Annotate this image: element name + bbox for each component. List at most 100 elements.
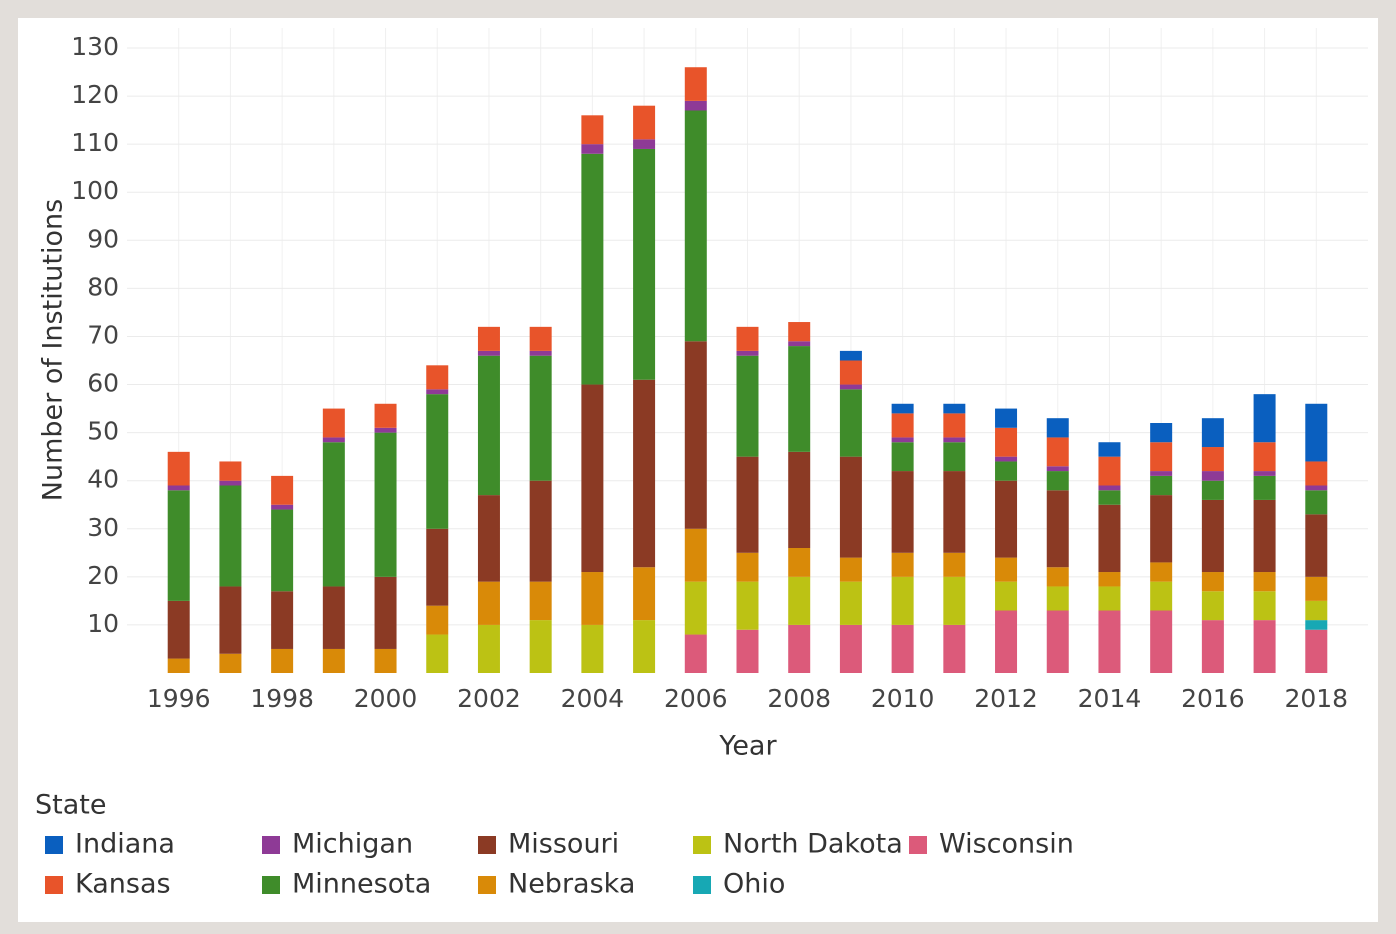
bar-segment (1253, 475, 1276, 500)
bar-segment (167, 600, 190, 659)
bar-segment (943, 552, 966, 577)
bar-segment (1046, 466, 1069, 472)
bar-segment (891, 471, 914, 553)
bar-segment (736, 629, 759, 673)
bar-segment (1253, 471, 1276, 476)
y-tick-label: 70 (87, 320, 119, 349)
bar-segment (322, 586, 345, 649)
bar-segment (1201, 447, 1224, 472)
bar-segment (1046, 586, 1069, 611)
bar-segment (529, 581, 552, 621)
bar-segment (1046, 471, 1069, 491)
bar-segment (633, 105, 656, 140)
bar-segment (426, 389, 449, 395)
bar-segment (1098, 572, 1121, 587)
bar-segment (684, 67, 707, 101)
bar-segment (374, 576, 397, 649)
bar-segment (374, 432, 397, 577)
bar-segment (477, 326, 500, 351)
bar-segment (477, 624, 500, 673)
bar-segment (477, 355, 500, 496)
bar-segment (839, 384, 862, 390)
legend-label: Minnesota (292, 869, 431, 900)
bar-segment (995, 557, 1018, 582)
bar-segment (167, 451, 190, 486)
x-tick-label: 1996 (147, 684, 211, 713)
legend-swatch (693, 876, 711, 894)
legend-swatch (262, 836, 280, 854)
bar-segment (839, 350, 862, 361)
bar-segment (219, 461, 242, 481)
bar-segment (271, 475, 294, 505)
bar-segment (1305, 620, 1328, 630)
bar-segment (426, 365, 449, 390)
bar-segment (943, 624, 966, 673)
bar-segment (788, 451, 811, 548)
bar-segment (374, 648, 397, 673)
bar-segment (167, 658, 190, 673)
bar-segment (1098, 485, 1121, 491)
bar-segment (581, 144, 604, 154)
bar-segment (633, 379, 656, 568)
bar-segment (943, 403, 966, 414)
bar-segment (736, 456, 759, 553)
y-tick-label: 50 (87, 417, 119, 446)
bar-segment (374, 403, 397, 428)
bar-segment (891, 576, 914, 625)
bar-segment (995, 461, 1018, 481)
bar-segment (1098, 442, 1121, 457)
bar-segment (1098, 456, 1121, 486)
bar-segment (581, 153, 604, 385)
y-tick-label: 100 (71, 176, 119, 205)
bar-segment (839, 557, 862, 582)
bar-segment (633, 567, 656, 621)
x-tick-label: 1998 (250, 684, 314, 713)
bar-segment (529, 326, 552, 351)
bar-segment (684, 110, 707, 342)
x-tick-label: 2014 (1078, 684, 1142, 713)
bar-segment (1046, 418, 1069, 438)
bar-segment (1253, 591, 1276, 621)
legend-label: Kansas (75, 869, 171, 900)
bar-segment (891, 403, 914, 414)
bar-segment (943, 442, 966, 472)
legend-swatch (262, 876, 280, 894)
y-tick-label: 130 (71, 32, 119, 61)
x-tick-label: 2016 (1181, 684, 1245, 713)
y-tick-label: 80 (87, 272, 119, 301)
x-tick-label: 2004 (561, 684, 625, 713)
y-axis-label: Number of Institutions (38, 199, 69, 501)
bar-segment (1150, 610, 1173, 673)
y-tick-label: 30 (87, 513, 119, 542)
y-tick-label: 120 (71, 80, 119, 109)
bar-segment (322, 442, 345, 587)
bar-segment (633, 148, 656, 380)
bar-segment (1046, 610, 1069, 673)
x-tick-label: 2012 (974, 684, 1038, 713)
y-tick-label: 60 (87, 369, 119, 398)
legend-label: Indiana (75, 829, 175, 860)
bar-segment (995, 610, 1018, 673)
bar-segment (995, 456, 1018, 462)
legend-title: State (35, 790, 106, 821)
bar-segment (788, 548, 811, 577)
bar-segment (839, 624, 862, 673)
bar-segment (581, 384, 604, 573)
bar-segment (684, 581, 707, 635)
bar-segment (271, 648, 294, 673)
bar-segment (736, 552, 759, 582)
legend-label: Ohio (723, 869, 785, 900)
bar-segment (529, 355, 552, 481)
bar-segment (995, 427, 1018, 457)
bar-segment (1253, 572, 1276, 592)
bar-segment (1305, 629, 1328, 673)
bar-segment (581, 572, 604, 625)
bar-segment (788, 576, 811, 625)
bar-segment (581, 624, 604, 673)
bar-segment (684, 634, 707, 673)
bar-segment (1305, 514, 1328, 577)
bar-segment (1098, 586, 1121, 611)
y-tick-label: 20 (87, 561, 119, 590)
bar-segment (995, 480, 1018, 558)
